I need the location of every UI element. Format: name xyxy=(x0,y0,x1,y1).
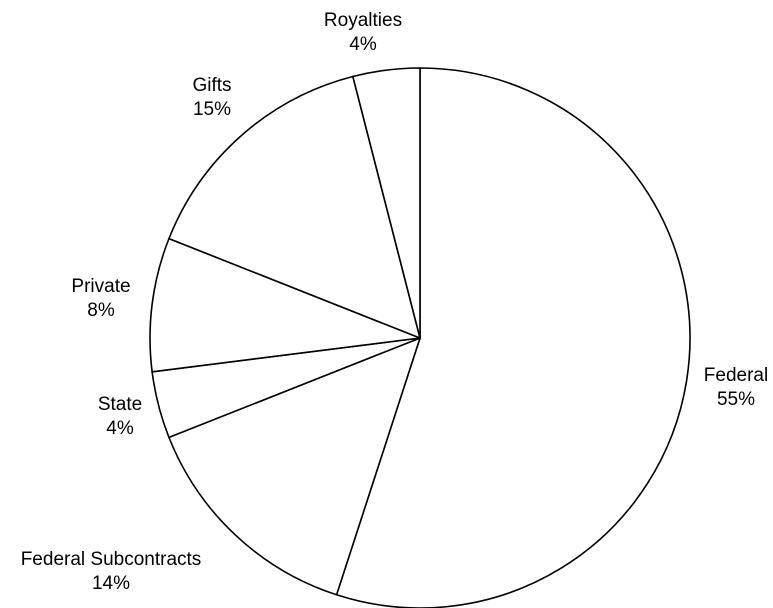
slice-value-label: 15% xyxy=(193,99,231,120)
pie-slice-federal-subcontracts xyxy=(167,336,422,596)
pie-slices xyxy=(149,67,691,608)
slice-label: Federal Subcontracts xyxy=(21,549,202,570)
pie-slice-royalties xyxy=(351,67,421,339)
pie-slice-gifts xyxy=(167,75,422,340)
slice-value-label: 55% xyxy=(717,389,755,410)
slice-value-label: 4% xyxy=(106,418,134,439)
slice-label: Private xyxy=(71,276,130,297)
slice-label: Gifts xyxy=(192,75,231,96)
slice-label: Royalties xyxy=(324,10,402,31)
pie-slice-federal xyxy=(335,67,691,608)
slice-value-label: 4% xyxy=(349,34,377,55)
slice-value-label: 8% xyxy=(87,300,115,321)
slice-value-label: 14% xyxy=(92,573,130,594)
slice-label: Federal xyxy=(704,365,768,386)
pie-labels: Federal 55% Federal Subcontracts 14% State 4%… xyxy=(21,10,769,594)
slice-label: State xyxy=(98,394,142,415)
pie-slice-private xyxy=(149,237,421,373)
